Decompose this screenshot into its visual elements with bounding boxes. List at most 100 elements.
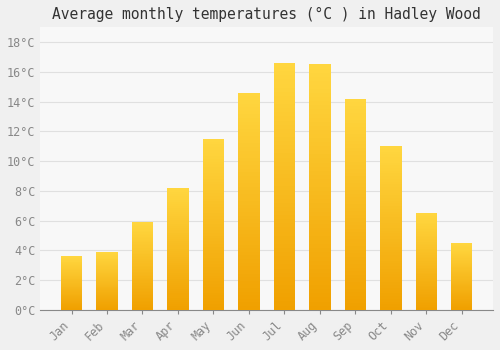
Bar	[203, 202, 224, 204]
Bar	[168, 220, 188, 222]
Bar	[132, 251, 153, 253]
Bar	[416, 284, 437, 286]
Bar	[132, 302, 153, 304]
Bar	[274, 256, 295, 260]
Bar	[132, 289, 153, 291]
Bar	[274, 104, 295, 108]
Bar	[168, 218, 188, 220]
Bar	[61, 261, 82, 262]
Bar	[310, 130, 330, 134]
Bar	[451, 282, 472, 283]
Bar	[451, 245, 472, 246]
Bar	[380, 220, 402, 223]
Bar	[96, 292, 117, 293]
Bar	[344, 274, 366, 278]
Bar	[451, 288, 472, 290]
Bar	[132, 222, 153, 224]
Bar	[310, 220, 330, 224]
Bar	[380, 231, 402, 233]
Bar	[132, 279, 153, 280]
Bar	[274, 285, 295, 289]
Bar	[380, 239, 402, 241]
Bar	[274, 75, 295, 79]
Bar	[203, 307, 224, 310]
Bar	[168, 295, 188, 298]
Bar	[61, 288, 82, 289]
Bar	[344, 303, 366, 306]
Bar	[344, 282, 366, 285]
Bar	[96, 253, 117, 254]
Bar	[203, 218, 224, 222]
Bar	[238, 288, 260, 292]
Bar	[132, 224, 153, 225]
Bar	[344, 109, 366, 113]
Bar	[451, 268, 472, 270]
Bar	[61, 308, 82, 309]
Bar	[238, 302, 260, 306]
Bar	[61, 296, 82, 297]
Bar	[344, 152, 366, 155]
Bar	[310, 277, 330, 281]
Bar	[61, 283, 82, 284]
Bar	[344, 243, 366, 246]
Bar	[416, 229, 437, 231]
Bar	[238, 165, 260, 169]
Bar	[344, 190, 366, 194]
Bar	[238, 216, 260, 219]
Bar	[380, 223, 402, 225]
Bar	[168, 202, 188, 204]
Bar	[344, 211, 366, 215]
Bar	[380, 152, 402, 154]
Bar	[310, 236, 330, 240]
Bar	[203, 290, 224, 293]
Bar	[132, 238, 153, 239]
Bar	[416, 307, 437, 308]
Bar	[451, 252, 472, 253]
Bar	[344, 239, 366, 243]
Bar	[168, 308, 188, 310]
Bar	[380, 187, 402, 190]
Bar	[274, 166, 295, 170]
Bar	[132, 267, 153, 269]
Bar	[310, 101, 330, 105]
Bar	[168, 269, 188, 271]
Bar	[380, 285, 402, 288]
Bar	[96, 265, 117, 266]
Bar	[168, 224, 188, 226]
Bar	[96, 262, 117, 263]
Bar	[274, 215, 295, 219]
Bar	[416, 236, 437, 237]
Bar	[132, 270, 153, 272]
Bar	[451, 243, 472, 244]
Bar	[203, 170, 224, 173]
Bar	[274, 273, 295, 277]
Bar	[168, 208, 188, 210]
Bar	[96, 271, 117, 272]
Bar	[61, 307, 82, 308]
Bar	[203, 244, 224, 247]
Bar	[416, 245, 437, 247]
Bar	[416, 263, 437, 265]
Bar	[451, 261, 472, 262]
Bar	[380, 252, 402, 255]
Bar	[203, 222, 224, 224]
Bar	[344, 246, 366, 250]
Bar	[310, 195, 330, 199]
Bar	[380, 272, 402, 274]
Bar	[168, 285, 188, 287]
Bar	[96, 308, 117, 309]
Bar	[238, 96, 260, 100]
Bar	[238, 234, 260, 237]
Bar	[61, 289, 82, 290]
Bar	[344, 236, 366, 239]
Bar	[168, 196, 188, 198]
Bar	[310, 203, 330, 208]
Bar	[61, 280, 82, 281]
Bar	[274, 174, 295, 178]
Bar	[168, 261, 188, 263]
Bar	[96, 299, 117, 300]
Bar	[203, 173, 224, 176]
Bar	[132, 235, 153, 237]
Bar	[168, 190, 188, 192]
Bar	[61, 276, 82, 277]
